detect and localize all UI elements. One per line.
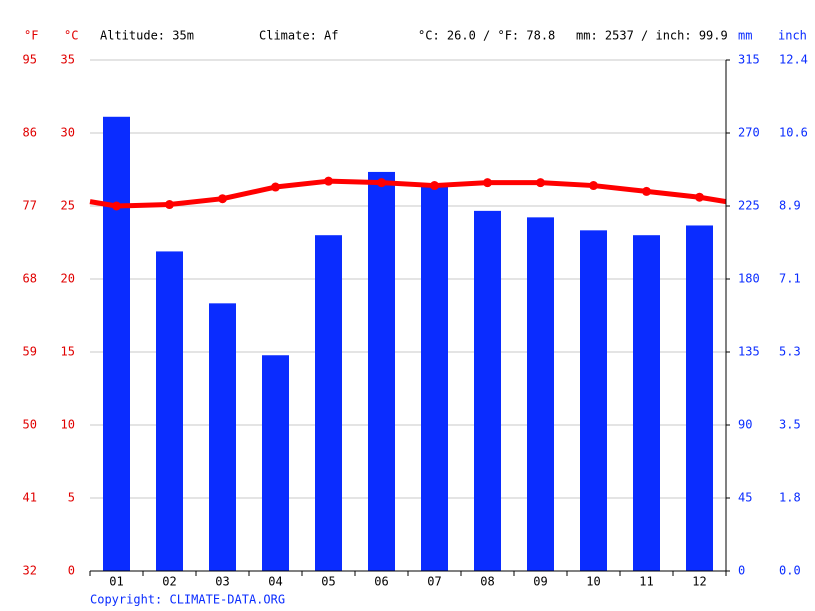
y-tick-label: 10 (61, 418, 75, 432)
x-tick-label: 03 (215, 575, 229, 589)
y-f-tick-label: 50 (23, 418, 37, 432)
bar (315, 235, 342, 571)
copyright: Copyright: CLIMATE-DATA.ORG (90, 593, 285, 607)
bar (686, 225, 713, 571)
y-f-tick-label: 59 (23, 345, 37, 359)
y-tick-label: 0 (68, 564, 75, 578)
x-tick-label: 07 (427, 575, 441, 589)
temperature-line (116, 178, 700, 209)
temperature-point (271, 182, 280, 192)
x-tick-label: 04 (268, 575, 282, 589)
temperature-point (483, 178, 492, 188)
bar (421, 183, 448, 572)
y2-inch-tick-label: 5.3 (779, 345, 801, 359)
y2-inch-tick-label: 7.1 (779, 272, 801, 286)
bar (209, 303, 236, 571)
x-tick-label: 02 (162, 575, 176, 589)
y2-tick-label: 0 (738, 564, 745, 578)
temperature-point (695, 192, 704, 202)
bar (527, 217, 554, 571)
header-climate: Climate: Af (259, 29, 338, 43)
x-tick-label: 09 (533, 575, 547, 589)
y-f-tick-label: 68 (23, 272, 37, 286)
header-temp-summary: °C: 26.0 / °F: 78.8 (418, 29, 555, 43)
y-f-tick-label: 41 (23, 491, 37, 505)
y-tick-label: 5 (68, 491, 75, 505)
bar (103, 116, 130, 572)
y2-inch-tick-label: 0.0 (779, 564, 801, 578)
x-tick-label: 12 (692, 575, 706, 589)
temperature-point (377, 178, 386, 188)
y2-inch-tick-label: 3.5 (779, 418, 801, 432)
y2-inch-tick-label: 12.4 (779, 53, 808, 67)
temperature-point (589, 181, 598, 191)
y-f-tick-label: 86 (23, 126, 37, 140)
temperature-point (324, 176, 333, 186)
y-tick-label: 35 (61, 53, 75, 67)
bar (368, 171, 395, 571)
temperature-point (642, 186, 651, 196)
y-tick-label: 15 (61, 345, 75, 359)
temperature-point (536, 178, 545, 188)
x-tick-label: 10 (586, 575, 600, 589)
bar (580, 230, 607, 572)
header-unit-c: °C (64, 29, 78, 43)
y-tick-label: 20 (61, 272, 75, 286)
bar (262, 355, 289, 571)
y-tick-label: 30 (61, 126, 75, 140)
header-unit-mm: mm (738, 29, 752, 43)
y2-inch-tick-label: 1.8 (779, 491, 801, 505)
y2-tick-label: 180 (738, 272, 760, 286)
header-altitude: Altitude: 35m (100, 29, 194, 43)
y2-tick-label: 225 (738, 199, 760, 213)
y-f-tick-label: 95 (23, 53, 37, 67)
y-tick-label: 25 (61, 199, 75, 213)
y2-tick-label: 315 (738, 53, 760, 67)
y2-tick-label: 45 (738, 491, 752, 505)
y2-tick-label: 90 (738, 418, 752, 432)
x-tick-label: 11 (639, 575, 653, 589)
bar (474, 210, 501, 571)
x-tick-label: 05 (321, 575, 335, 589)
x-tick-label: 06 (374, 575, 388, 589)
x-tick-label: 01 (109, 575, 123, 589)
y-f-tick-label: 32 (23, 564, 37, 578)
header-unit-f: °F (24, 29, 38, 43)
header-unit-inch: inch (778, 29, 807, 43)
y2-inch-tick-label: 8.9 (779, 199, 801, 213)
bar (156, 251, 183, 571)
x-tick-label: 08 (480, 575, 494, 589)
temperature-point (165, 200, 174, 210)
temperature-point (218, 194, 227, 204)
header-precip-summary: mm: 2537 / inch: 99.9 (576, 29, 728, 43)
y-f-tick-label: 77 (23, 199, 37, 213)
y2-tick-label: 135 (738, 345, 760, 359)
temperature-point (430, 181, 439, 191)
y2-tick-label: 270 (738, 126, 760, 140)
bar (633, 235, 660, 571)
y2-inch-tick-label: 10.6 (779, 126, 808, 140)
temperature-point (112, 201, 121, 211)
